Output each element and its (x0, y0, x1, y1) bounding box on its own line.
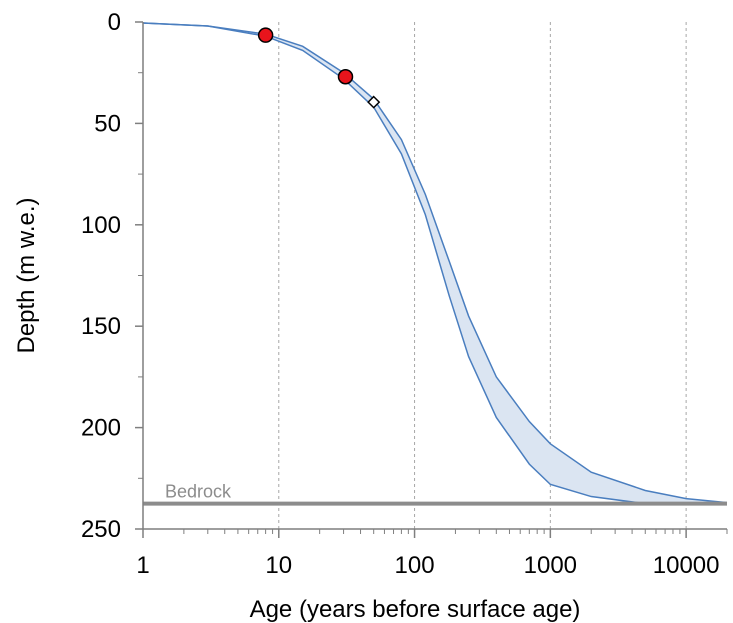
x-tick-label: 1 (136, 552, 149, 579)
x-tick-label: 10 (265, 552, 292, 579)
x-axis-title: Age (years before surface age) (250, 596, 581, 623)
bedrock-label: Bedrock (165, 482, 232, 502)
data-point-circle (257, 27, 274, 43)
band-fill (143, 23, 727, 504)
x-tick-label: 100 (395, 552, 435, 579)
data-points (257, 27, 381, 109)
ticks: 0 50 100 150 200 250 1 10 100 1000 10000 (81, 9, 728, 579)
age-uncertainty-band (142, 22, 728, 505)
axes (142, 22, 727, 530)
y-tick-label: 200 (81, 415, 121, 442)
y-tick-label: 250 (81, 516, 121, 543)
y-tick-label: 50 (94, 110, 121, 137)
data-point-circle (337, 69, 354, 85)
y-tick-label: 150 (81, 313, 121, 340)
band-lower-edge (142, 22, 646, 505)
x-tick-label: 1000 (524, 552, 577, 579)
data-point-diamond (367, 95, 381, 109)
grid-layer (278, 22, 687, 529)
reference-lines: Bedrock (143, 482, 727, 506)
band-upper-edge (142, 22, 728, 504)
y-tick-label: 0 (108, 9, 121, 36)
y-axis-title: Depth (m w.e.) (13, 197, 40, 353)
y-tick-label: 100 (81, 212, 121, 239)
x-tick-label: 10000 (653, 552, 720, 579)
